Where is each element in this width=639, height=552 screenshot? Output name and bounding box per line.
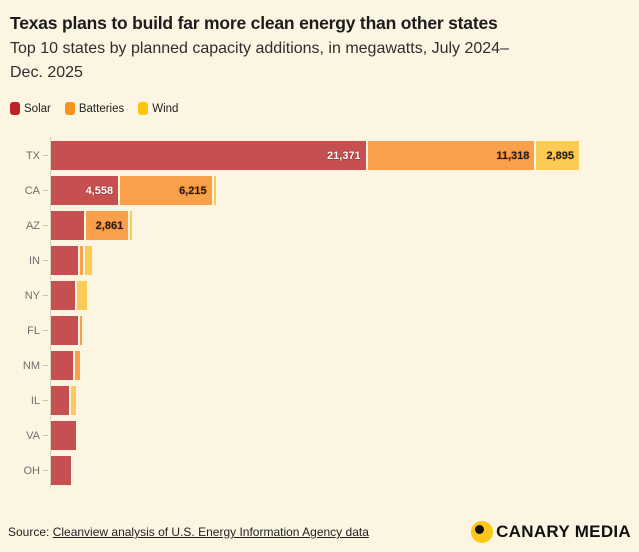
category-label: CA [24,184,40,197]
bar-segment-solar [51,281,76,310]
category-label: IL [30,394,40,407]
category-label: IN [29,254,40,267]
bar-segment-solar [51,246,78,275]
value-label: 2,861 [95,219,124,232]
value-label: 21,371 [327,149,361,162]
source-line: Source: Cleanview analysis of U.S. Energ… [8,525,369,539]
bar-segment-solar [51,316,79,345]
stacked-bar [51,316,629,345]
legend-item-solar: Solar [10,102,51,115]
value-label: 4,558 [85,184,114,197]
axis-tick [43,330,48,331]
chart-row-fl: FL [10,316,629,345]
chart-row-il: IL [10,386,629,415]
source-prefix: Source: [8,525,53,539]
axis-tick [43,365,48,366]
category-label: NM [22,359,40,372]
batteries-swatch-icon [64,102,75,115]
bar-segment-batteries: 6,215 [120,176,212,205]
bar-segment-solar: 4,558 [51,176,119,205]
legend-label: Batteries [78,102,125,115]
bar-segment-wind [130,211,133,240]
wind-swatch-icon [138,102,149,115]
source-link[interactable]: Cleanview analysis of U.S. Energy Inform… [52,525,369,539]
bar-segment-wind [77,281,87,310]
axis-tick [43,470,48,471]
stacked-bar [51,281,629,310]
category-label: FL [27,324,40,337]
legend-label: Wind [152,102,179,115]
bar-segment-wind [71,386,77,415]
bar-segment-solar [51,351,74,380]
bar-segment-batteries: 2,861 [86,211,129,240]
stacked-bar [51,456,629,485]
bar-segment-solar [51,456,72,485]
chart: TX 21,371 11,318 2,895 CA 4,558 6,215 AZ 2,861 IN… [10,137,629,489]
canary-logo-icon [471,521,494,543]
value-label: 6,215 [179,184,207,197]
category-label: VA [26,429,40,442]
stacked-bar: 21,371 11,318 2,895 [51,141,629,170]
stacked-bar [51,246,629,275]
chart-row-va: VA [10,421,629,450]
category-label: AZ [25,219,40,232]
chart-row-nm: NM [10,351,629,380]
stacked-bar: 4,558 6,215 [51,176,629,205]
axis-tick [43,155,48,156]
bar-segment-batteries: 11,318 [367,141,535,170]
legend-item-batteries: Batteries [64,102,125,115]
solar-swatch-icon [10,102,20,115]
brand-logo: CANARY MEDIA [471,521,631,543]
bar-segment-solar [51,421,76,450]
axis-tick [43,295,48,296]
axis-tick [43,225,48,226]
category-label: OH [23,464,41,477]
value-label: 11,318 [496,149,530,162]
axis-tick [43,435,48,436]
chart-row-ca: CA 4,558 6,215 [10,176,629,205]
legend-label: Solar [24,102,51,115]
bar-segment-wind [84,246,92,275]
bar-segment-solar [51,386,70,415]
category-label: TX [25,149,40,162]
axis-tick [43,400,48,401]
chart-row-in: IN [10,246,629,275]
chart-row-oh: OH [10,456,629,485]
chart-row-tx: TX 21,371 11,318 2,895 [10,141,629,170]
axis-tick [43,260,48,261]
bar-segment-solar [51,211,85,240]
bar-segment-wind [213,176,217,205]
axis-tick [43,190,48,191]
chart-subtitle: Top 10 states by planned capacity additi… [10,40,509,81]
footer: Source: Cleanview analysis of U.S. Energ… [8,521,631,543]
stacked-bar [51,386,629,415]
stacked-bar [51,421,629,450]
chart-title: Texas plans to build far more clean ener… [10,13,498,33]
bar-segment-wind: 2,895 [536,141,579,170]
category-label: NY [24,289,40,302]
value-label: 2,895 [546,149,574,162]
chart-row-ny: NY [10,281,629,310]
legend-item-wind: Wind [138,102,178,115]
bar-segment-batteries [79,246,83,275]
chart-row-az: AZ 2,861 [10,211,629,240]
bar-segment-batteries [75,351,81,380]
bar-segment-batteries [80,316,83,345]
bar-segment-solar: 21,371 [51,141,366,170]
brand-name: CANARY MEDIA [496,522,631,541]
stacked-bar [51,351,629,380]
legend: Solar Batteries Wind [10,102,629,115]
stacked-bar: 2,861 [51,211,629,240]
